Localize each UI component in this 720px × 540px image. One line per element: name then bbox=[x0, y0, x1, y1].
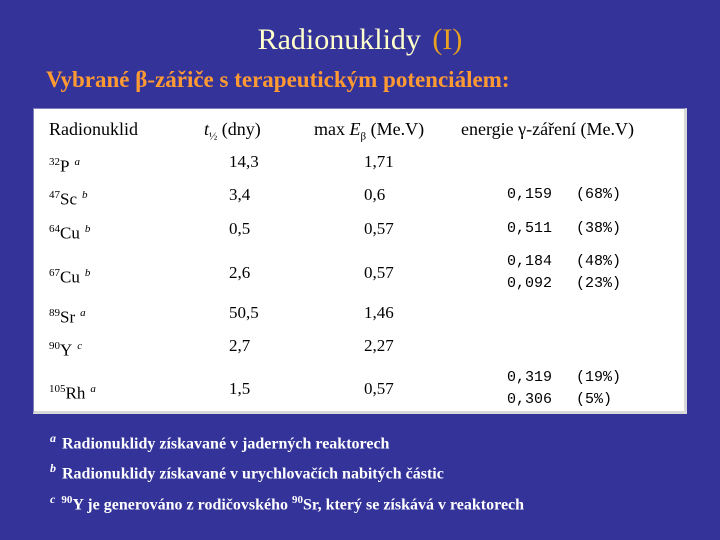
mass-number: 64 bbox=[49, 223, 60, 235]
max-energy-cell: 0,57 bbox=[364, 263, 394, 282]
half-life-cell: 3,4 bbox=[229, 185, 251, 204]
column-header-max-energy: max Eβ (Me.V) bbox=[314, 117, 424, 149]
title-text: Radionuklidy bbox=[257, 23, 421, 56]
gamma-percent-cell: (19%) bbox=[576, 369, 622, 386]
gamma-percent-cell: (23%) bbox=[576, 275, 622, 292]
footnote-b-text: Radionuklidy získavané v urychlovačích n… bbox=[62, 465, 444, 483]
mass-number: 47 bbox=[49, 189, 60, 201]
column-header-gamma-energy: energie γ-záření (Me.V) bbox=[461, 119, 635, 139]
half-life-symbol: t bbox=[204, 119, 210, 139]
source-note: b bbox=[84, 223, 91, 235]
half-life-unit: (dny) bbox=[221, 119, 261, 139]
nuclide-cell: 64Cu b bbox=[49, 218, 90, 245]
footnotes: a Radionuklidy získavané v jaderných reak… bbox=[50, 426, 710, 517]
gamma-percent-cell: (38%) bbox=[576, 220, 622, 237]
half-life-cell: 0,5 bbox=[229, 219, 251, 238]
footnote-c: c 90Y je generováno z rodičovského 90Sr, … bbox=[50, 487, 710, 517]
mass-number: 32 bbox=[49, 156, 60, 168]
source-note: b bbox=[84, 267, 91, 279]
page-title: Radionuklidy (I) bbox=[0, 22, 720, 58]
half-life-cell: 2,7 bbox=[229, 336, 251, 355]
footnote-b-mark: b bbox=[50, 461, 56, 476]
source-note: a bbox=[90, 383, 96, 395]
footnote-c-mark: c bbox=[50, 491, 56, 506]
mass-number: 105 bbox=[49, 383, 66, 395]
element-symbol: Rh bbox=[65, 383, 86, 403]
footnote-c-end: který se získává v reaktorech bbox=[325, 495, 525, 513]
gamma-energy-cell: 0,159 bbox=[507, 186, 553, 203]
mass-number: 90 bbox=[49, 340, 60, 352]
footnote-c-el1: Y bbox=[72, 495, 84, 513]
nuclide-cell: 105Rh a bbox=[49, 378, 96, 405]
max-energy-cell: 1,46 bbox=[364, 303, 394, 322]
element-symbol: Sc bbox=[60, 189, 77, 209]
half-life-subscript: ½ bbox=[209, 130, 218, 143]
mass-number: 67 bbox=[49, 267, 60, 279]
column-header-half-life: t½ (dny) bbox=[204, 117, 261, 149]
element-symbol: Cu bbox=[60, 267, 80, 287]
element-symbol: Y bbox=[60, 340, 73, 360]
energy-symbol: E bbox=[349, 119, 361, 139]
footnote-a: a Radionuklidy získavané v jaderných reak… bbox=[50, 426, 710, 456]
energy-unit: (Me.V) bbox=[370, 119, 425, 139]
max-energy-cell: 0,6 bbox=[364, 185, 386, 204]
nuclide-cell: 67Cu b bbox=[49, 262, 90, 289]
gamma-percent-cell: (5%) bbox=[576, 391, 613, 408]
source-note: a bbox=[80, 307, 86, 319]
mass-number: 89 bbox=[49, 307, 60, 319]
half-life-cell: 2,6 bbox=[229, 263, 251, 282]
gamma-energy-cell: 0,511 bbox=[507, 220, 553, 237]
footnote-a-text: Radionuklidy získavané v jaderných reakt… bbox=[62, 435, 390, 453]
footnote-c-el2: Sr, bbox=[303, 495, 322, 513]
gamma-energy-cell: 0,306 bbox=[507, 391, 553, 408]
half-life-cell: 14,3 bbox=[229, 152, 259, 171]
footnote-c-mid: je generováno z rodičovského bbox=[87, 495, 289, 513]
column-header-radionuklid: Radionuklid bbox=[49, 119, 138, 139]
nuclide-cell: 90Y c bbox=[49, 335, 82, 362]
element-symbol: P bbox=[60, 156, 70, 176]
nuclide-cell: 47Sc b bbox=[49, 184, 88, 211]
gamma-energy-cell: 0,092 bbox=[507, 275, 553, 292]
gamma-energy-cell: 0,319 bbox=[507, 369, 553, 386]
radionuclide-table: Radionuklid t½ (dny) max Eβ (Me.V) energ… bbox=[33, 108, 687, 414]
source-note: c bbox=[77, 340, 83, 352]
element-symbol: Cu bbox=[60, 223, 80, 243]
source-note: b bbox=[82, 189, 88, 201]
max-prefix: max bbox=[314, 119, 345, 139]
max-energy-cell: 0,57 bbox=[364, 219, 394, 238]
max-energy-cell: 2,27 bbox=[364, 336, 394, 355]
source-note: a bbox=[74, 156, 80, 168]
nuclide-cell: 89Sr a bbox=[49, 302, 86, 329]
gamma-percent-cell: (68%) bbox=[576, 186, 622, 203]
max-energy-cell: 1,71 bbox=[364, 152, 394, 171]
half-life-cell: 1,5 bbox=[229, 379, 251, 398]
element-symbol: Sr bbox=[60, 307, 76, 327]
gamma-energy-cell: 0,184 bbox=[507, 253, 553, 270]
max-energy-cell: 0,57 bbox=[364, 379, 394, 398]
footnote-b: b Radionuklidy získavané v urychlovačích … bbox=[50, 456, 710, 486]
subtitle: Vybrané β-zářiče s terapeutickým potenci… bbox=[46, 67, 510, 92]
footnote-c-mass2: 90 bbox=[292, 493, 304, 506]
half-life-cell: 50,5 bbox=[229, 303, 259, 322]
energy-subscript: β bbox=[360, 130, 367, 143]
title-tag: (I) bbox=[432, 23, 463, 56]
footnote-c-mass1: 90 bbox=[61, 493, 73, 506]
nuclide-cell: 32P a bbox=[49, 151, 80, 178]
gamma-percent-cell: (48%) bbox=[576, 253, 622, 270]
footnote-a-mark: a bbox=[50, 431, 56, 445]
